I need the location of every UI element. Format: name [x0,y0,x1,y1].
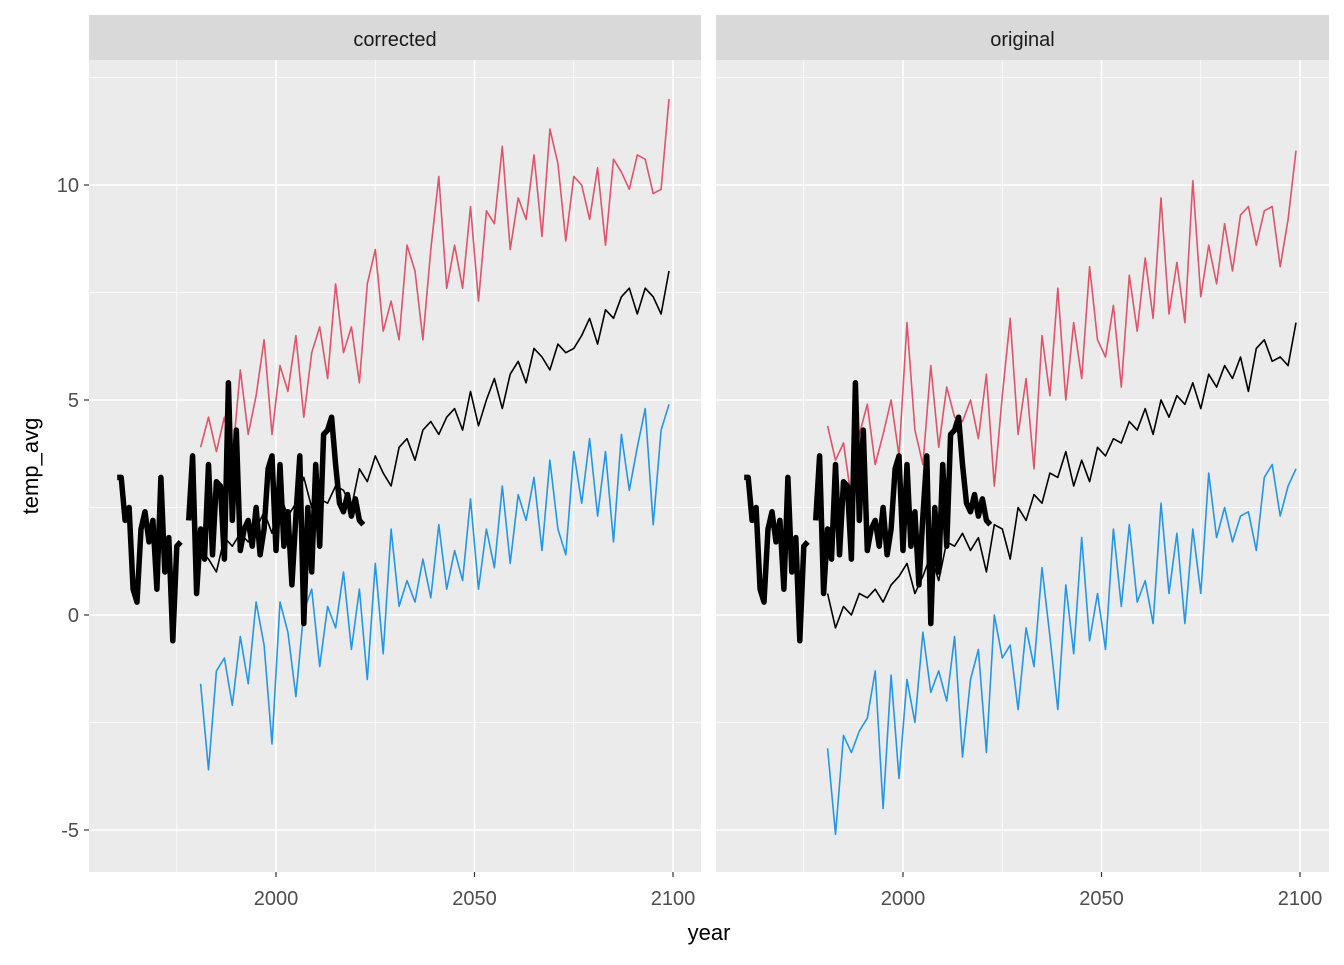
facet-strip-label: original [990,29,1054,51]
panel-background [716,60,1329,872]
y-tick-label: 0 [68,605,79,627]
facet-strip-label: corrected [353,29,436,51]
x-tick-label: 2100 [651,888,696,910]
series-line-upper [199,98,670,461]
facet-strip [89,15,701,60]
series-line-model_mean [826,322,1297,629]
y-axis-title: temp_avg [18,418,43,515]
facet-panel-corrected: corrected 2000 2050 2100 [89,15,701,910]
y-tick-label: 10 [57,175,79,197]
x-tick-label: 2100 [1278,888,1323,910]
y-tick-label: -5 [61,820,79,842]
x-tick-label: 2050 [452,888,497,910]
x-tick-label: 2000 [254,888,299,910]
series-line-observed [744,380,993,644]
facet-panel-original: original 2000 2050 2100 [716,15,1329,910]
x-tick-label: 2000 [881,888,926,910]
x-tick-label: 2050 [1079,888,1124,910]
facet-strip [716,15,1329,60]
y-tick-label: 5 [68,390,79,412]
x-axis-title: year [688,920,731,945]
series-line-observed [117,380,366,644]
series-line-lower [199,404,670,771]
series-line-lower [826,463,1297,836]
series-line-upper [826,150,1297,500]
